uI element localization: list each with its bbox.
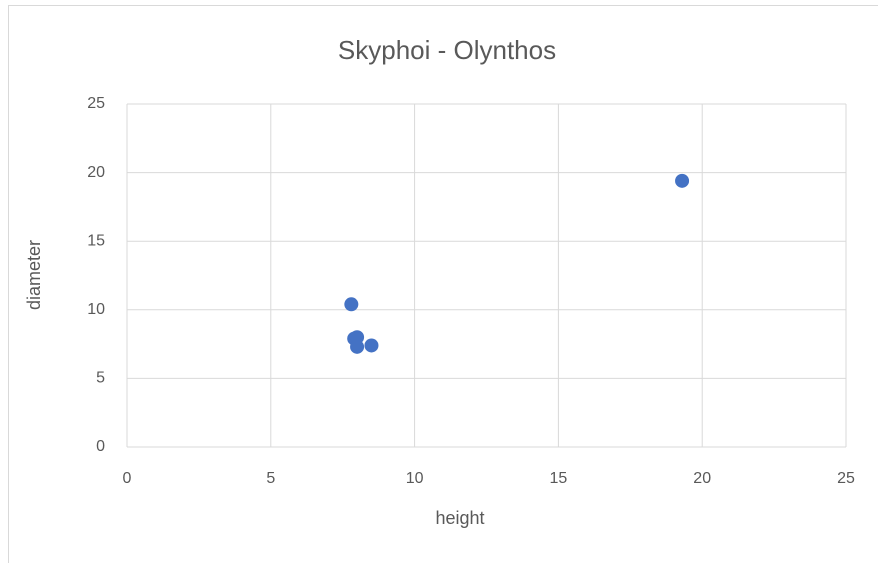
- point: [350, 330, 365, 345]
- x-tick-label: 10: [406, 470, 424, 487]
- y-axis-label: diameter: [24, 240, 44, 310]
- y-tick-label: 15: [87, 232, 105, 249]
- point: [364, 338, 379, 353]
- y-tick-label: 25: [87, 95, 105, 112]
- point: [675, 173, 690, 188]
- x-tick-label: 5: [266, 470, 275, 487]
- y-tick-label: 10: [87, 301, 105, 318]
- x-axis-label: height: [435, 508, 484, 528]
- chart-title: Skyphoi - Olynthos: [338, 35, 556, 65]
- x-tick-label: 15: [550, 470, 568, 487]
- x-tick-label: 25: [837, 470, 855, 487]
- y-tick-label: 0: [96, 438, 105, 455]
- point: [350, 339, 365, 354]
- y-tick-label: 5: [96, 370, 105, 387]
- point: [344, 297, 359, 312]
- y-tick-label: 20: [87, 164, 105, 181]
- x-tick-label: 0: [123, 470, 132, 487]
- chart-frame: [8, 5, 878, 563]
- x-tick-label: 20: [693, 470, 711, 487]
